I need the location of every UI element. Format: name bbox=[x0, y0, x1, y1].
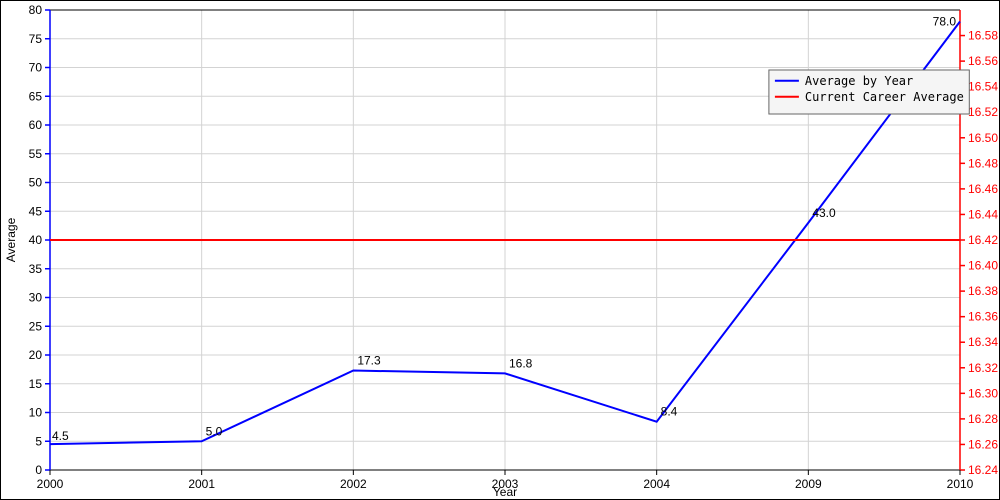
x-tick-label: 2000 bbox=[37, 477, 64, 491]
y-right-tick-label: 16.50 bbox=[968, 131, 998, 145]
data-point-label: 4.5 bbox=[52, 429, 69, 443]
y-right-tick-label: 16.30 bbox=[968, 386, 998, 400]
x-axis-label: Year bbox=[493, 485, 517, 499]
x-tick-label: 2004 bbox=[643, 477, 670, 491]
y-right-tick-label: 16.36 bbox=[968, 310, 998, 324]
legend: Average by Year Current Career Average bbox=[769, 70, 969, 114]
y-right-tick-label: 16.26 bbox=[968, 437, 998, 451]
line-chart: 0 5 10 15 20 25 30 35 40 45 50 55 60 65 70 75 80 Average 1… bbox=[0, 0, 1000, 500]
y-right-tick-label: 16.34 bbox=[968, 335, 998, 349]
y-right-tick-label: 16.24 bbox=[968, 463, 998, 477]
x-tick-label: 2009 bbox=[795, 477, 822, 491]
y-right-tick-label: 16.56 bbox=[968, 54, 998, 68]
y-left-tick-label: 75 bbox=[29, 32, 43, 46]
y-right-tick-label: 16.54 bbox=[968, 80, 998, 94]
y-right-tick-label: 16.38 bbox=[968, 284, 998, 298]
y-right-tick-label: 16.46 bbox=[968, 182, 998, 196]
legend-item-label: Average by Year bbox=[805, 74, 913, 88]
data-point-label: 43.0 bbox=[812, 206, 836, 220]
y-left-tick-label: 30 bbox=[29, 291, 43, 305]
data-point-label: 78.0 bbox=[933, 15, 957, 29]
y-left-tick-label: 55 bbox=[29, 147, 43, 161]
y-left-tick-label: 80 bbox=[29, 3, 43, 17]
x-tick-label: 2002 bbox=[340, 477, 367, 491]
y-left-tick-label: 5 bbox=[35, 434, 42, 448]
data-point-label: 5.0 bbox=[206, 424, 223, 438]
y-right-tick-label: 16.52 bbox=[968, 105, 998, 119]
y-left-tick-label: 65 bbox=[29, 89, 43, 103]
y-left-tick-label: 25 bbox=[29, 319, 43, 333]
y-left-tick-label: 60 bbox=[29, 118, 43, 132]
y-right-tick-label: 16.44 bbox=[968, 207, 998, 221]
y-left-axis-label: Average bbox=[4, 217, 18, 262]
y-right-tick-label: 16.42 bbox=[968, 233, 998, 247]
y-left-tick-label: 20 bbox=[29, 348, 43, 362]
y-left-tick-label: 45 bbox=[29, 204, 43, 218]
y-left-tick-label: 10 bbox=[29, 406, 43, 420]
legend-item-label: Current Career Average bbox=[805, 90, 964, 104]
y-right-tick-label: 16.58 bbox=[968, 29, 998, 43]
y-left-tick-label: 0 bbox=[35, 463, 42, 477]
y-right-tick-label: 16.28 bbox=[968, 412, 998, 426]
y-right-tick-label: 16.32 bbox=[968, 361, 998, 375]
y-right-tick-label: 16.48 bbox=[968, 156, 998, 170]
y-left-tick-label: 15 bbox=[29, 377, 43, 391]
y-right-tick-label: 16.40 bbox=[968, 259, 998, 273]
y-left-tick-label: 40 bbox=[29, 233, 43, 247]
chart-container: 0 5 10 15 20 25 30 35 40 45 50 55 60 65 70 75 80 Average 1… bbox=[0, 0, 1000, 500]
y-left-tick-label: 70 bbox=[29, 61, 43, 75]
data-point-label: 17.3 bbox=[357, 354, 381, 368]
x-tick-label: 2001 bbox=[188, 477, 215, 491]
y-left-tick-label: 35 bbox=[29, 262, 43, 276]
data-point-label: 8.4 bbox=[661, 405, 678, 419]
x-tick-label: 2010 bbox=[947, 477, 974, 491]
data-point-label: 16.8 bbox=[509, 356, 533, 370]
y-left-tick-label: 50 bbox=[29, 176, 43, 190]
